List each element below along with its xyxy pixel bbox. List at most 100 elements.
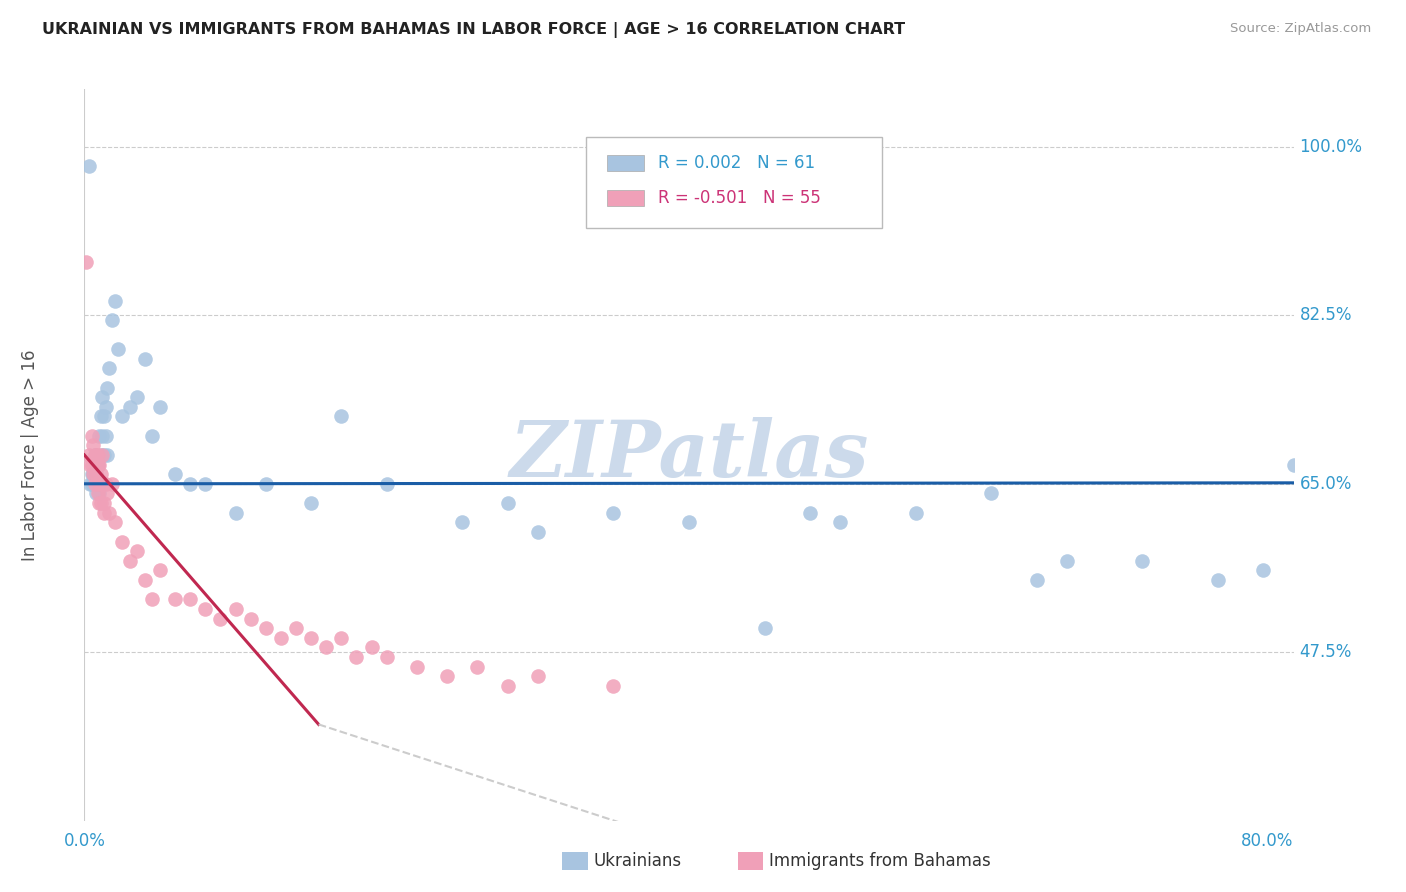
- Point: [194, 602, 217, 616]
- Text: Ukrainians: Ukrainians: [593, 852, 682, 870]
- Point: [90, 467, 112, 482]
- Point: [526, 669, 548, 683]
- Point: [239, 611, 262, 625]
- Point: [93, 496, 115, 510]
- Point: [225, 506, 247, 520]
- Point: [163, 592, 186, 607]
- Point: [77, 448, 100, 462]
- Point: [451, 516, 474, 530]
- Point: [1056, 554, 1078, 568]
- Point: [97, 361, 120, 376]
- Point: [141, 428, 163, 442]
- Point: [118, 400, 141, 414]
- Point: [118, 554, 141, 568]
- Point: [225, 602, 247, 616]
- Point: [299, 631, 322, 645]
- Point: [496, 679, 519, 693]
- Point: [80, 458, 103, 472]
- Point: [526, 524, 548, 539]
- Point: [87, 486, 110, 500]
- Point: [163, 467, 186, 482]
- Point: [149, 563, 172, 577]
- Point: [94, 476, 117, 491]
- Point: [754, 621, 776, 635]
- Point: [90, 409, 112, 424]
- Point: [360, 640, 382, 655]
- Point: [80, 428, 103, 442]
- Point: [89, 496, 111, 510]
- Point: [82, 467, 104, 482]
- Text: 100.0%: 100.0%: [1299, 138, 1362, 156]
- Point: [1025, 573, 1047, 587]
- Point: [100, 313, 122, 327]
- Point: [84, 448, 107, 462]
- Point: [91, 476, 114, 491]
- Point: [141, 592, 163, 607]
- Point: [94, 428, 117, 442]
- Text: 0.0%: 0.0%: [63, 832, 105, 850]
- Point: [79, 458, 101, 472]
- Point: [602, 679, 624, 693]
- Point: [84, 467, 107, 482]
- Point: [96, 486, 118, 500]
- Point: [799, 506, 821, 520]
- Point: [127, 390, 149, 404]
- Point: [134, 351, 156, 366]
- Point: [375, 476, 398, 491]
- Bar: [607, 190, 644, 206]
- Point: [82, 467, 104, 482]
- Point: [330, 631, 353, 645]
- Text: 82.5%: 82.5%: [1299, 306, 1353, 325]
- Point: [299, 496, 322, 510]
- Point: [82, 476, 104, 491]
- Text: 65.0%: 65.0%: [1299, 475, 1353, 492]
- Point: [1206, 573, 1229, 587]
- Point: [284, 621, 308, 635]
- Point: [79, 476, 101, 491]
- Text: UKRAINIAN VS IMMIGRANTS FROM BAHAMAS IN LABOR FORCE | AGE > 16 CORRELATION CHART: UKRAINIAN VS IMMIGRANTS FROM BAHAMAS IN …: [42, 22, 905, 38]
- Point: [678, 516, 700, 530]
- Point: [82, 438, 104, 452]
- Text: ZIPatlas: ZIPatlas: [509, 417, 869, 493]
- Point: [179, 592, 201, 607]
- Point: [904, 506, 927, 520]
- Point: [86, 448, 108, 462]
- Point: [107, 342, 129, 356]
- Point: [346, 650, 368, 665]
- Point: [87, 448, 110, 462]
- Point: [179, 476, 201, 491]
- Point: [93, 506, 115, 520]
- Point: [90, 496, 112, 510]
- Point: [89, 458, 111, 472]
- Point: [89, 486, 111, 500]
- Point: [80, 467, 103, 482]
- Text: 80.0%: 80.0%: [1241, 832, 1294, 850]
- Point: [84, 476, 107, 491]
- Point: [149, 400, 172, 414]
- Point: [467, 659, 489, 673]
- Point: [86, 467, 108, 482]
- Point: [97, 506, 120, 520]
- Point: [436, 669, 458, 683]
- Text: 47.5%: 47.5%: [1299, 643, 1353, 661]
- Point: [89, 476, 111, 491]
- Point: [315, 640, 337, 655]
- Text: R = -0.501   N = 55: R = -0.501 N = 55: [658, 189, 821, 207]
- Point: [87, 458, 110, 472]
- Point: [86, 486, 108, 500]
- Text: In Labor Force | Age > 16: In Labor Force | Age > 16: [21, 349, 39, 561]
- Point: [84, 448, 107, 462]
- Point: [111, 409, 134, 424]
- Point: [86, 467, 108, 482]
- Point: [84, 476, 107, 491]
- Point: [375, 650, 398, 665]
- Point: [209, 611, 232, 625]
- Point: [1282, 458, 1305, 472]
- Point: [111, 534, 134, 549]
- Point: [270, 631, 292, 645]
- Point: [75, 255, 97, 269]
- Point: [89, 428, 111, 442]
- Point: [90, 448, 112, 462]
- FancyBboxPatch shape: [586, 136, 883, 228]
- Point: [96, 448, 118, 462]
